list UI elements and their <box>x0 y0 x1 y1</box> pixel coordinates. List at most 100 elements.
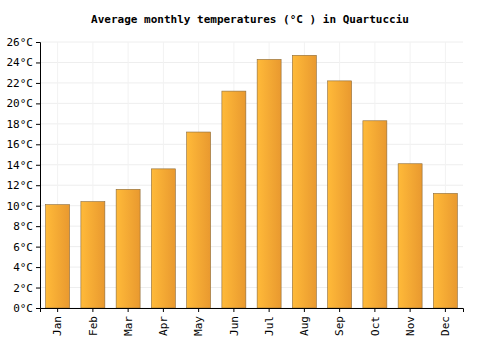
grid <box>40 42 463 308</box>
tick: 6°C <box>13 241 40 254</box>
tick-label: 2°C <box>13 282 33 295</box>
title: Average monthly temperatures (°C ) in Qu… <box>91 13 409 26</box>
tick-label: Oct <box>369 316 382 336</box>
tick-mark <box>36 144 40 145</box>
tick-label: Feb <box>87 316 100 336</box>
tick-label: 10°C <box>7 200 34 213</box>
chart: 0°C 2°C 4°C 6°C 8°C 10°C 12°C 14°C 16°C 18°C 20°C 2… <box>0 0 500 350</box>
tick: 22°C <box>7 77 41 90</box>
tick-label: 14°C <box>7 159 34 172</box>
tick-mark <box>36 83 40 84</box>
tick: 16°C <box>7 138 41 151</box>
tick-label: Mar <box>122 316 135 336</box>
tick-label: Sep <box>333 316 346 336</box>
bar <box>398 164 422 308</box>
bar <box>116 189 140 308</box>
bar <box>328 81 352 308</box>
tick: Mar <box>122 308 135 336</box>
tick-label: 22°C <box>7 77 34 90</box>
tick-mark <box>233 308 234 312</box>
tick-label: 18°C <box>7 118 34 131</box>
tick: 20°C <box>7 97 41 110</box>
tick-mark <box>410 308 411 312</box>
bars <box>46 55 458 308</box>
tick: Feb <box>87 308 100 336</box>
tick-label: 0°C <box>13 302 33 315</box>
tick: Jun <box>228 308 241 336</box>
tick: Dec <box>439 308 452 336</box>
tick-mark <box>374 308 375 312</box>
tick: 2°C <box>13 282 40 295</box>
tick-mark <box>36 226 40 227</box>
bar <box>363 121 387 308</box>
tick-mark <box>36 206 40 207</box>
bar <box>433 193 457 308</box>
grid-line <box>40 82 463 83</box>
bar <box>187 132 211 308</box>
grid-line <box>40 123 463 124</box>
tick-mark <box>36 103 40 104</box>
tick: 10°C <box>7 200 41 213</box>
tick-label: Aug <box>298 316 311 336</box>
bar <box>46 205 70 308</box>
tick: Oct <box>369 308 382 336</box>
tick-label: May <box>192 316 205 336</box>
tick: 8°C <box>13 220 40 233</box>
tick: 18°C <box>7 118 41 131</box>
tick-label: 8°C <box>13 220 33 233</box>
bar <box>151 169 175 308</box>
tick-mark <box>445 308 446 312</box>
tick-label: 24°C <box>7 56 34 69</box>
tick-label: 20°C <box>7 97 34 110</box>
tick-mark <box>92 308 93 312</box>
tick-mark <box>36 308 40 309</box>
y-axis: 0°C 2°C 4°C 6°C 8°C 10°C 12°C 14°C 16°C 18°C 20°C 2… <box>7 36 41 315</box>
tick: 4°C <box>13 261 40 274</box>
tick-mark <box>36 267 40 268</box>
bar <box>81 202 105 308</box>
tick-mark <box>163 308 164 312</box>
tick: 26°C <box>7 36 41 49</box>
grid-line <box>40 62 463 63</box>
tick-mark <box>36 185 40 186</box>
plot: 0°C 2°C 4°C 6°C 8°C 10°C 12°C 14°C 16°C 18°C 20°C 2… <box>7 36 464 336</box>
tick-mark <box>36 124 40 125</box>
tick-label: 6°C <box>13 241 33 254</box>
tick-label: 26°C <box>7 36 34 49</box>
tick: 24°C <box>7 56 41 69</box>
tick-label: 4°C <box>13 261 33 274</box>
grid-line <box>40 103 463 104</box>
tick-label: Jul <box>263 316 276 336</box>
axis-line <box>41 309 464 313</box>
tick-mark <box>304 308 305 312</box>
tick-mark <box>36 165 40 166</box>
tick: Sep <box>333 308 346 336</box>
bar <box>257 59 281 308</box>
tick-label: Jan <box>51 316 64 336</box>
tick-mark <box>36 62 40 63</box>
tick: 14°C <box>7 159 41 172</box>
tick: Jan <box>51 308 64 336</box>
tick: 0°C <box>13 302 40 315</box>
x-axis: Jan Feb Mar Apr May Jun Jul Aug Sep Oct Nov Dec <box>41 308 464 336</box>
bar <box>292 55 316 308</box>
tick-mark <box>36 42 40 43</box>
tick: 12°C <box>7 179 41 192</box>
tick-mark <box>57 308 58 312</box>
tick-mark <box>36 247 40 248</box>
tick-mark <box>339 308 340 312</box>
tick-label: 16°C <box>7 138 34 151</box>
tick-mark <box>269 308 270 312</box>
tick-label: Jun <box>228 316 241 336</box>
tick-mark <box>128 308 129 312</box>
grid-line <box>40 42 463 43</box>
tick-mark <box>36 288 40 289</box>
tick: Jul <box>263 308 276 336</box>
grid-line <box>40 144 463 145</box>
tick: Nov <box>404 308 417 336</box>
tick-label: Apr <box>157 316 170 336</box>
tick: Aug <box>298 308 311 336</box>
tick-label: Dec <box>439 316 452 336</box>
tick-mark <box>198 308 199 312</box>
tick: May <box>192 308 205 336</box>
